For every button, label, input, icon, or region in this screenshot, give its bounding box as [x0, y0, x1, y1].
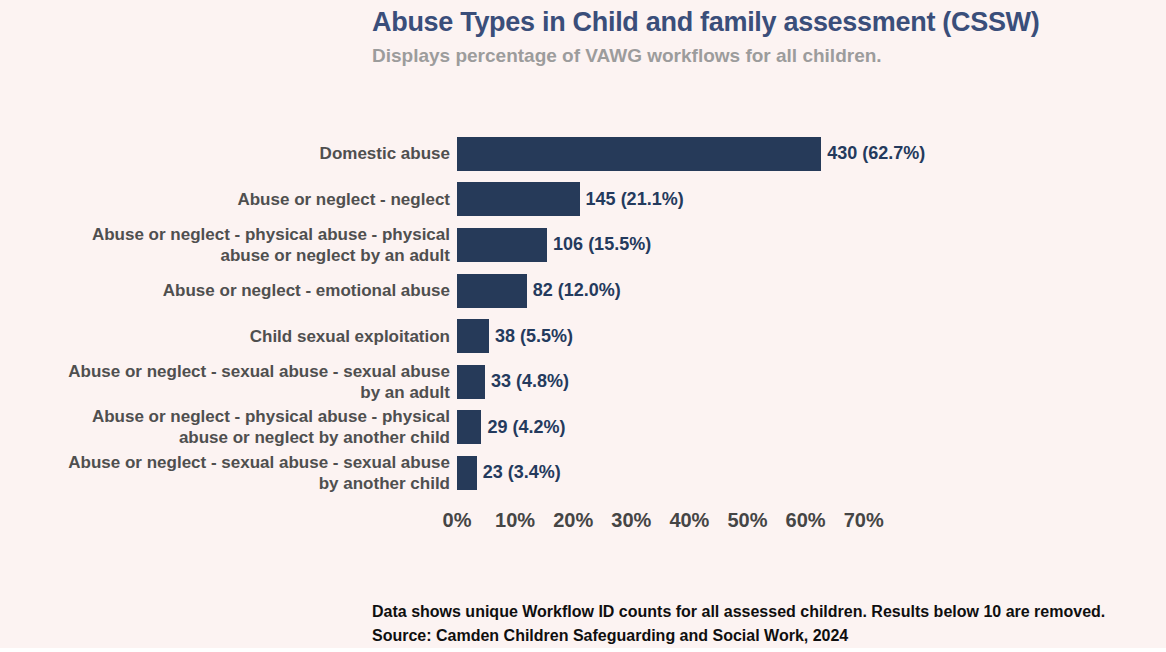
chart-footnote: Data shows unique Workflow ID counts for… — [372, 600, 1105, 648]
bottom-strip — [0, 648, 1166, 652]
chart-row: Abuse or neglect - emotional abuse 82 (1… — [0, 268, 1166, 314]
x-tick: 60% — [786, 509, 826, 532]
bar-rows: Domestic abuse 430 (62.7%) Abuse or negl… — [0, 131, 1166, 496]
chart-row: Abuse or neglect - sexual abuse - sexual… — [0, 450, 1166, 496]
bar — [457, 365, 485, 399]
chart-subtitle: Displays percentage of VAWG workflows fo… — [372, 45, 882, 67]
category-label: Abuse or neglect - neglect — [0, 189, 450, 210]
value-label: 29 (4.2%) — [487, 417, 565, 438]
value-label: 38 (5.5%) — [495, 326, 573, 347]
category-label: Child sexual exploitation — [0, 326, 450, 347]
value-label: 430 (62.7%) — [827, 143, 925, 164]
value-label: 106 (15.5%) — [553, 234, 651, 255]
footnote-line-1: Data shows unique Workflow ID counts for… — [372, 600, 1105, 624]
category-label: Abuse or neglect - sexual abuse - sexual… — [0, 452, 450, 494]
category-label: Abuse or neglect - sexual abuse - sexual… — [0, 361, 450, 403]
chart-row: Abuse or neglect - physical abuse - phys… — [0, 405, 1166, 451]
value-label: 23 (3.4%) — [483, 462, 561, 483]
bar — [457, 410, 481, 444]
category-label: Abuse or neglect - physical abuse - phys… — [0, 224, 450, 266]
category-label: Domestic abuse — [0, 143, 450, 164]
x-axis: 0%10%20%30%40%50%60%70% — [457, 509, 927, 537]
x-tick: 70% — [844, 509, 884, 532]
bar — [457, 274, 527, 308]
value-label: 145 (21.1%) — [586, 189, 684, 210]
bar — [457, 182, 580, 216]
chart-row: Child sexual exploitation 38 (5.5%) — [0, 313, 1166, 359]
bar — [457, 137, 821, 171]
category-label: Abuse or neglect - physical abuse - phys… — [0, 406, 450, 448]
x-tick: 0% — [443, 509, 472, 532]
chart-row: Domestic abuse 430 (62.7%) — [0, 131, 1166, 177]
x-tick: 20% — [553, 509, 593, 532]
x-tick: 40% — [669, 509, 709, 532]
x-tick: 50% — [727, 509, 767, 532]
category-label: Abuse or neglect - emotional abuse — [0, 280, 450, 301]
x-tick: 30% — [611, 509, 651, 532]
bar — [457, 456, 477, 490]
chart-title: Abuse Types in Child and family assessme… — [372, 7, 1039, 38]
value-label: 33 (4.8%) — [491, 371, 569, 392]
x-tick: 10% — [495, 509, 535, 532]
chart-row: Abuse or neglect - neglect 145 (21.1%) — [0, 177, 1166, 223]
chart-canvas: Abuse Types in Child and family assessme… — [0, 0, 1166, 652]
bar — [457, 228, 547, 262]
footnote-line-2: Source: Camden Children Safeguarding and… — [372, 624, 1105, 648]
chart-row: Abuse or neglect - physical abuse - phys… — [0, 222, 1166, 268]
chart-row: Abuse or neglect - sexual abuse - sexual… — [0, 359, 1166, 405]
bar — [457, 319, 489, 353]
value-label: 82 (12.0%) — [533, 280, 621, 301]
